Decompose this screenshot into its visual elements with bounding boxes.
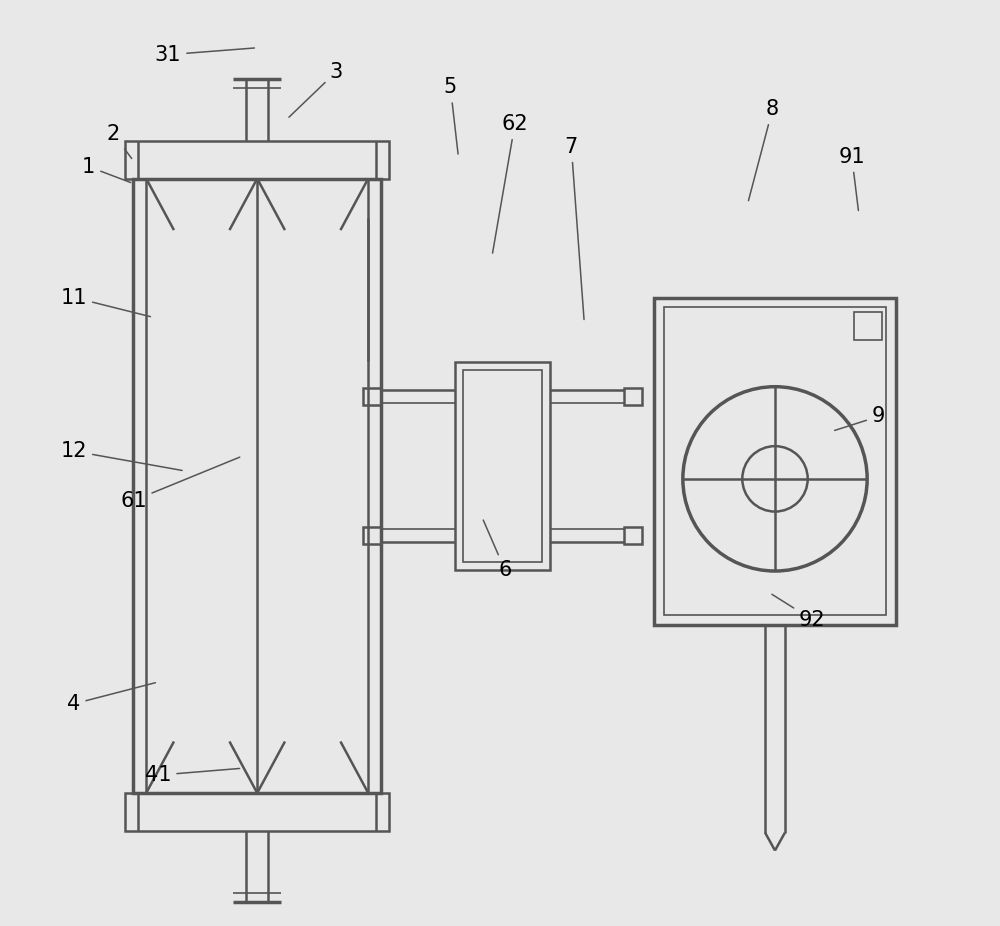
Bar — [624, 388, 642, 405]
Text: 6: 6 — [483, 520, 512, 580]
Text: 12: 12 — [61, 441, 182, 470]
Text: 5: 5 — [444, 78, 458, 154]
Bar — [664, 307, 886, 615]
Text: 1: 1 — [82, 156, 131, 182]
Bar — [125, 793, 389, 831]
Text: 41: 41 — [145, 765, 240, 785]
Text: 4: 4 — [67, 682, 155, 714]
Text: 11: 11 — [61, 287, 150, 317]
Bar — [463, 369, 542, 562]
Bar — [624, 528, 642, 544]
Bar — [125, 141, 389, 179]
Text: 7: 7 — [565, 137, 584, 319]
Text: 91: 91 — [838, 147, 865, 210]
Bar — [363, 388, 381, 405]
Bar — [363, 528, 381, 544]
Bar — [654, 297, 896, 624]
Text: 31: 31 — [155, 44, 254, 65]
Text: 8: 8 — [748, 99, 779, 201]
Text: 2: 2 — [107, 124, 132, 158]
Bar — [455, 362, 550, 570]
Text: 61: 61 — [120, 457, 240, 510]
Bar — [133, 179, 381, 793]
Text: 62: 62 — [493, 114, 528, 253]
Text: 92: 92 — [772, 594, 825, 630]
Text: 9: 9 — [835, 407, 885, 431]
Text: 3: 3 — [289, 61, 343, 118]
Bar — [854, 312, 882, 340]
